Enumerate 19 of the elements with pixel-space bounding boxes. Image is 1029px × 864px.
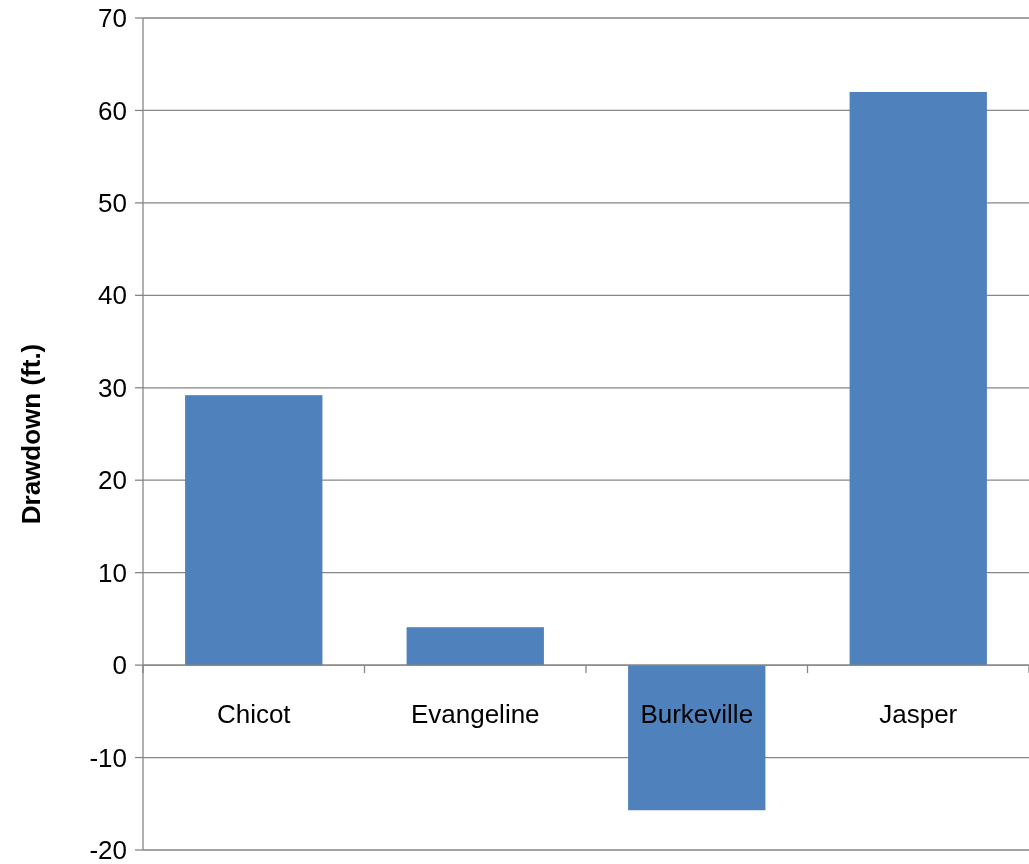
y-tick-label: 30	[98, 372, 127, 403]
y-tick-label: -20	[89, 835, 127, 864]
bar	[406, 627, 544, 666]
y-tick-label: 60	[98, 95, 127, 126]
x-tick-label: Burkeville	[640, 699, 754, 730]
y-tick-label: 40	[98, 280, 127, 311]
x-tick-label: Evangeline	[410, 699, 540, 730]
bar	[628, 665, 766, 811]
x-tick-label: Jasper	[879, 699, 958, 730]
bar	[849, 91, 987, 666]
y-tick-label: 70	[98, 3, 127, 34]
x-tick-label: Chicot	[216, 699, 292, 730]
bar	[185, 395, 323, 666]
y-tick-label: 20	[98, 465, 127, 496]
y-tick-label: -10	[89, 742, 127, 773]
y-tick-label: 0	[112, 650, 127, 681]
y-tick-label: 10	[98, 557, 127, 588]
y-axis-title: Drawdown (ft.)	[16, 343, 46, 525]
y-tick-label: 50	[98, 187, 127, 218]
